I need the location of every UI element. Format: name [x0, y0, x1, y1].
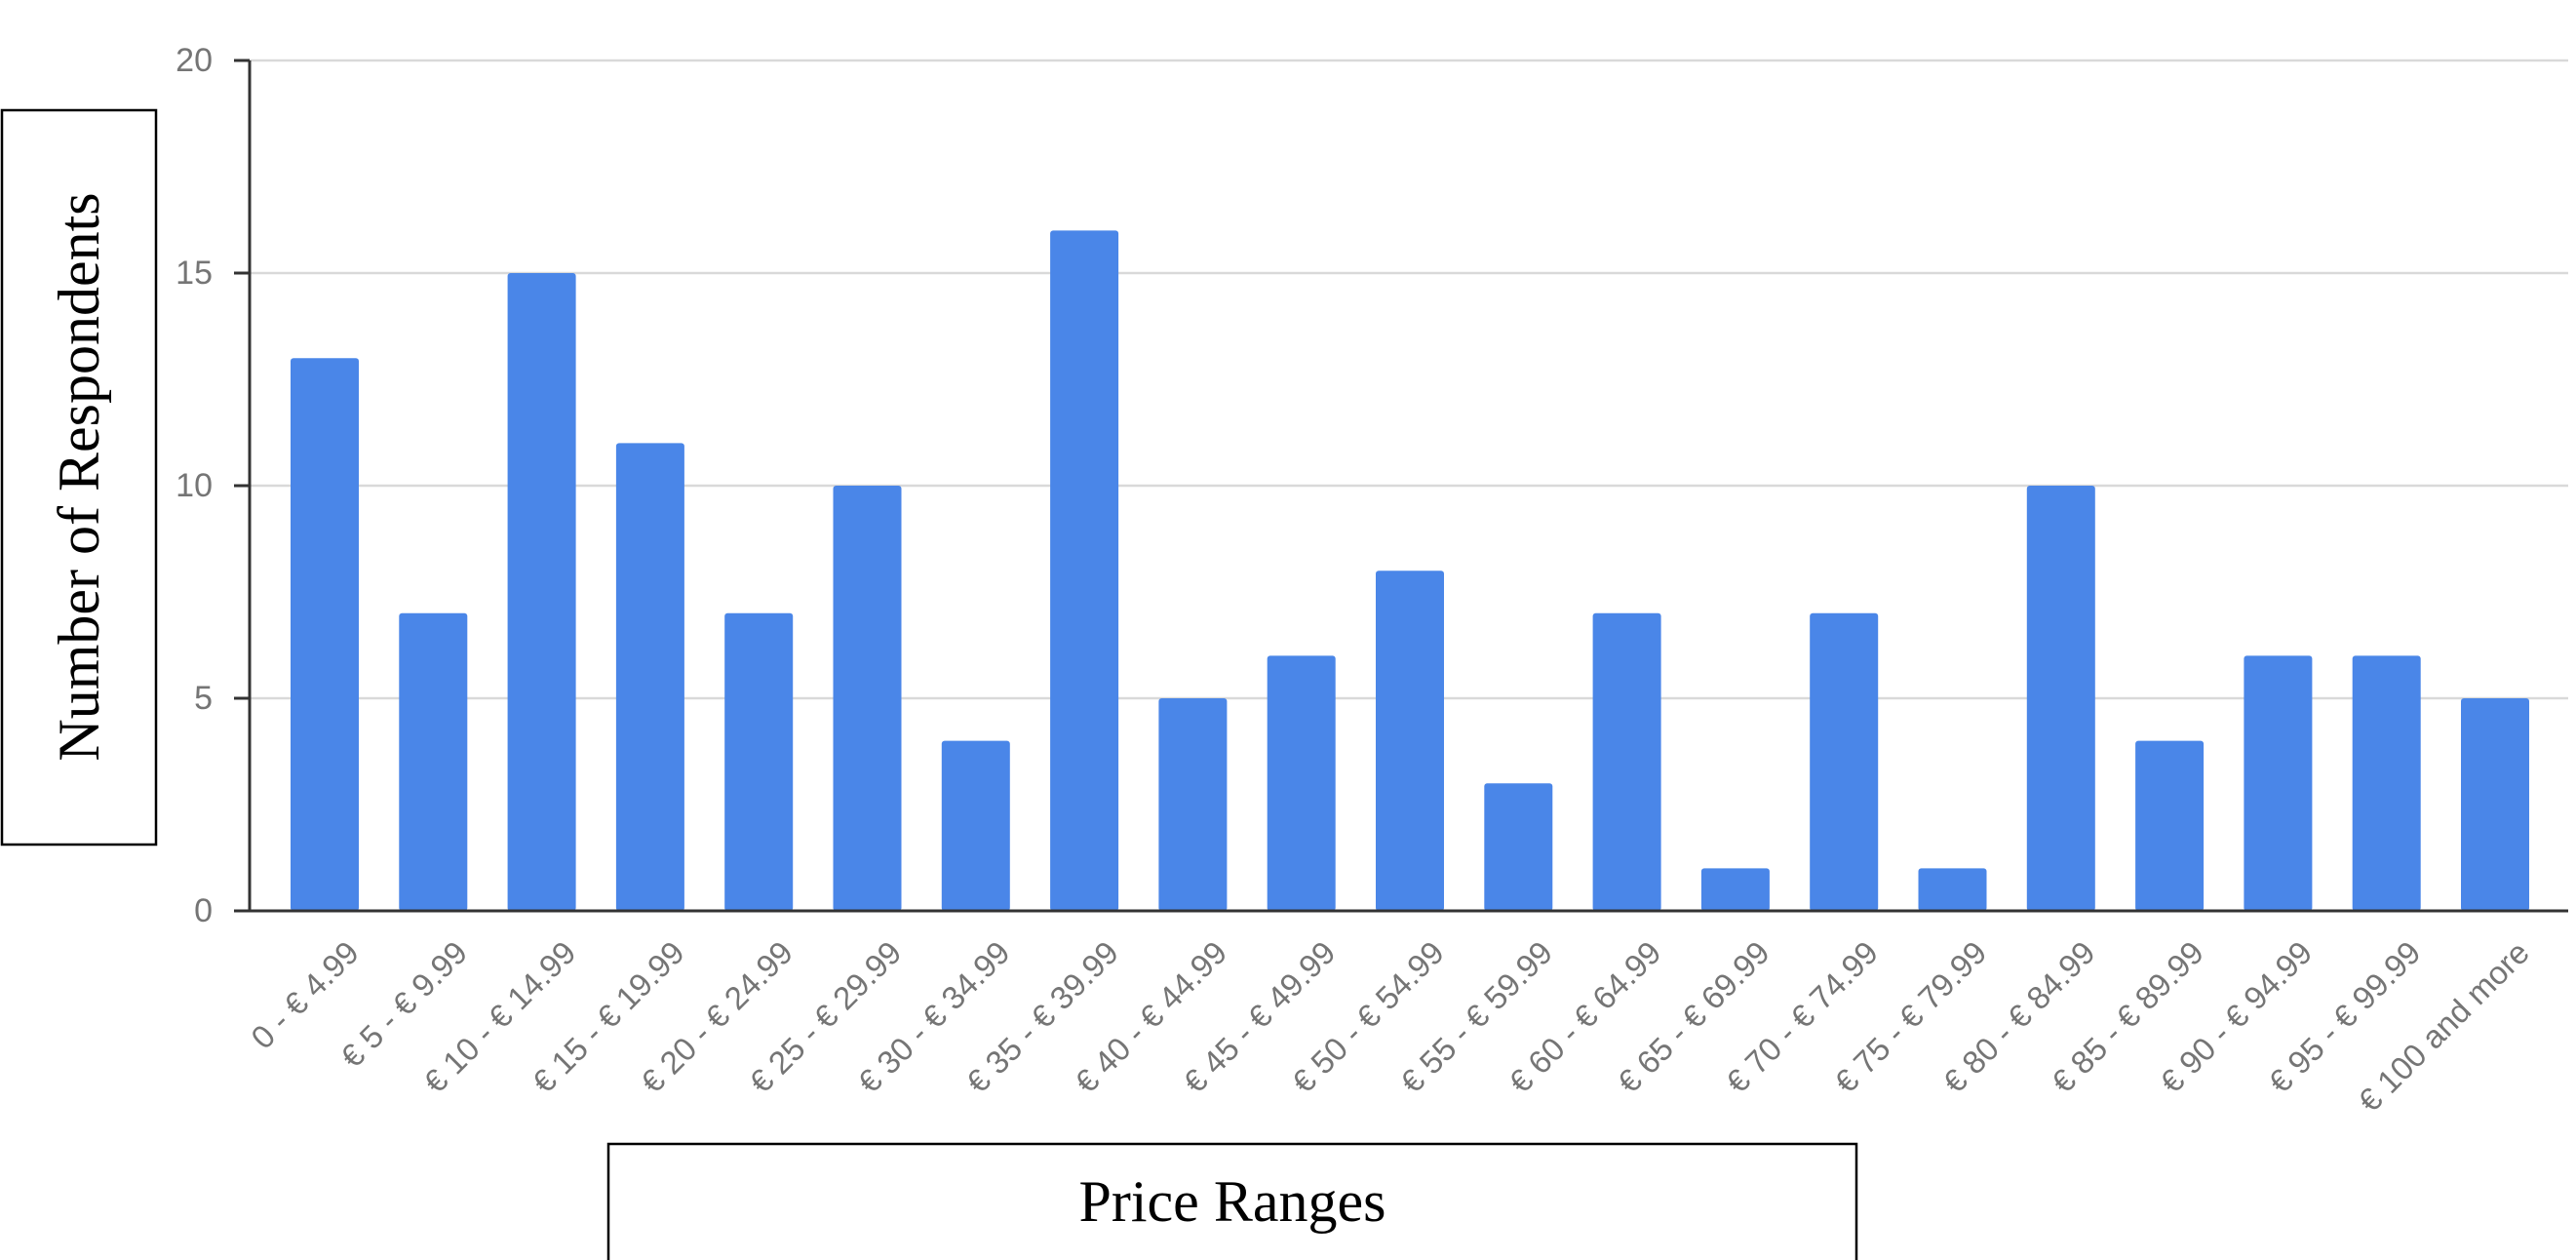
x-axis-title-box: Price Ranges [606, 1142, 1858, 1260]
axes [234, 59, 2568, 913]
bar [507, 273, 576, 911]
bar [1700, 868, 1770, 911]
y-axis-title: Number of Respondents [47, 192, 111, 761]
bar [1050, 230, 1119, 911]
bars [291, 230, 2529, 911]
bar [833, 486, 902, 911]
y-tick-label: 5 [194, 680, 213, 717]
bar [1158, 698, 1228, 911]
bar [1810, 612, 1879, 911]
bar [1376, 571, 1444, 911]
bar [1267, 655, 1336, 911]
bar [2352, 655, 2421, 911]
bar [2461, 698, 2529, 911]
bar [2026, 486, 2095, 911]
bar [941, 740, 1010, 911]
y-tick-labels: 0 5 10 15 20 [176, 42, 213, 929]
y-tick-label: 0 [194, 892, 213, 929]
bar [2244, 655, 2313, 911]
x-tick-labels: 0 - € 4.99€ 5 - € 9.99€ 10 - € 14.99€ 15… [244, 934, 2536, 1120]
y-axis-title-box: Number of Respondents [0, 108, 158, 847]
bar [2135, 740, 2205, 911]
bar [615, 443, 684, 911]
x-axis-title: Price Ranges [1079, 1169, 1386, 1234]
y-tick-label: 10 [176, 467, 213, 504]
bar [1918, 868, 1987, 911]
bar [291, 358, 359, 911]
y-tick-label: 20 [176, 42, 213, 79]
bar [724, 612, 794, 911]
y-tick-label: 15 [176, 255, 213, 292]
bar [399, 612, 468, 911]
bar [1484, 783, 1553, 911]
bar [1592, 612, 1661, 911]
